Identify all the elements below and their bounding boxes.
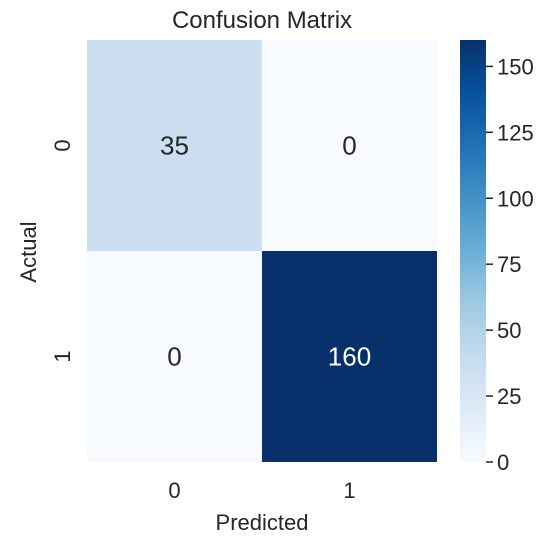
heatmap-cell-r0-c1: [262, 40, 437, 251]
colorbar: [460, 40, 486, 462]
x-axis-label: Predicted: [216, 510, 309, 535]
colorbar-tick-label: 100: [497, 186, 534, 211]
colorbar-tick-label: 0: [497, 450, 509, 475]
colorbar-tick-label: 25: [497, 384, 521, 409]
cell-annotation-r1-c1: 160: [328, 342, 371, 372]
x-tick-label: 0: [168, 478, 180, 503]
y-axis-label: Actual: [16, 221, 41, 282]
y-tick-label: 0: [50, 139, 75, 151]
colorbar-tick-label: 75: [497, 252, 521, 277]
y-tick-label: 1: [50, 350, 75, 362]
x-tick-label: 1: [343, 478, 355, 503]
heatmap-cell-r1-c0: [87, 251, 262, 462]
heatmap-cells: [87, 40, 437, 462]
cell-annotations: 35 0 0 160: [160, 131, 371, 372]
cell-annotation-r0-c0: 35: [160, 131, 189, 161]
y-tick-labels: 01: [50, 139, 75, 362]
heatmap-cell-r0-c0: [87, 40, 262, 251]
colorbar-tick-label: 150: [497, 54, 534, 79]
colorbar-tick-label: 50: [497, 318, 521, 343]
heatmap-cell-r1-c1: [262, 251, 437, 462]
cell-annotation-r0-c1: 0: [342, 131, 356, 161]
colorbar-ticks: 0 25 50 75 100 125 150: [486, 54, 534, 475]
cell-annotation-r1-c0: 0: [167, 342, 181, 372]
colorbar-tick-label: 125: [497, 120, 534, 145]
chart-title: Confusion Matrix: [172, 7, 352, 34]
